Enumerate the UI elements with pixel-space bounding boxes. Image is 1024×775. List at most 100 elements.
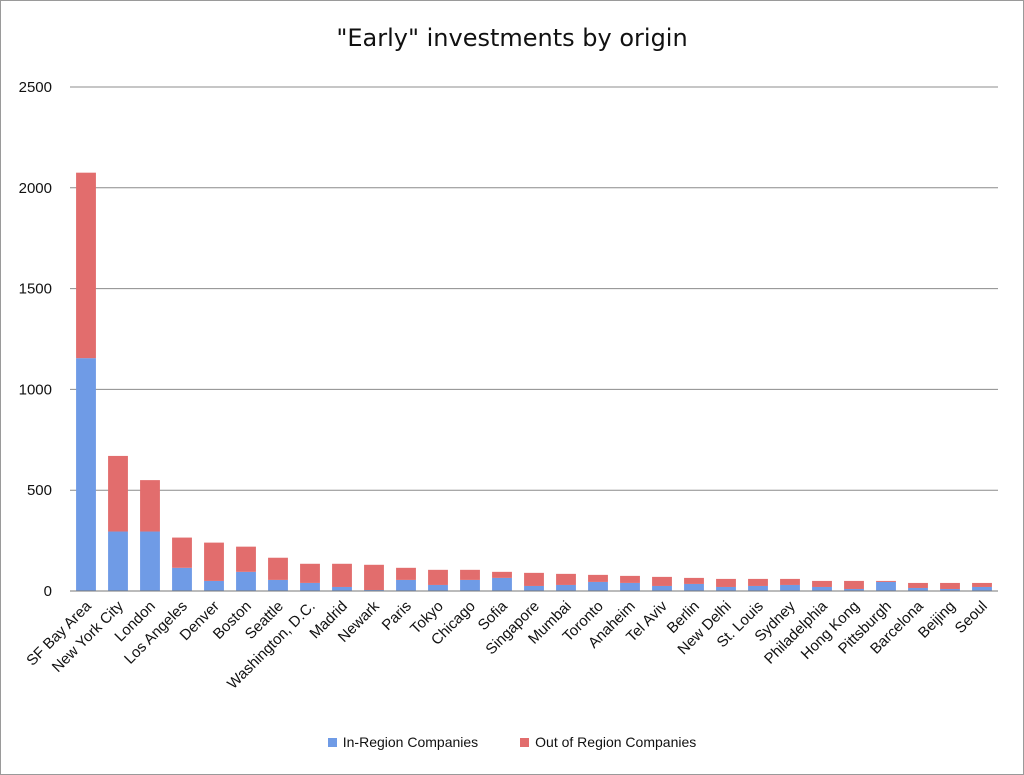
bar-out-of-region [908,582,928,588]
bar-out-of-region [140,480,160,532]
bars [76,172,992,591]
bar-stack [620,575,640,591]
bar-out-of-region [780,578,800,585]
bar-out-of-region [396,567,416,580]
bar-stack [140,480,160,591]
bar-stack [556,573,576,591]
bar-in-region [204,580,224,591]
legend-entry-out-of-region: Out of Region Companies [520,734,696,750]
bar-stack [652,576,672,591]
bar-stack [684,577,704,591]
bar-out-of-region [588,574,608,582]
bar-out-of-region [716,578,736,587]
y-tick-label: 0 [44,583,52,600]
bar-out-of-region [332,563,352,587]
chart-title: "Early" investments by origin [336,24,688,52]
bar-in-region [172,567,192,591]
bar-out-of-region [620,575,640,583]
bar-out-of-region [172,537,192,568]
bar-out-of-region [428,569,448,585]
bar-in-region [140,531,160,591]
bar-in-region [972,586,992,591]
y-tick-label: 2500 [19,79,52,96]
bar-stack [332,563,352,591]
bar-out-of-region [940,582,960,589]
bar-out-of-region [268,557,288,580]
bar-in-region [428,584,448,591]
bar-in-region [108,531,128,591]
bar-stack [812,580,832,591]
bar-stack [204,542,224,591]
bar-stack [908,582,928,591]
bar-stack [940,582,960,591]
x-tick-label: Seoul [952,598,991,637]
bar-out-of-region [460,569,480,580]
y-tick-label: 1000 [19,381,52,398]
bar-stack [716,578,736,591]
bar-stack [844,580,864,591]
bar-out-of-region [364,564,384,590]
legend-swatch-in-region [327,737,337,747]
bar-in-region [588,581,608,591]
bar-stack [428,569,448,591]
bar-out-of-region [492,571,512,578]
bar-out-of-region [300,563,320,583]
bar-in-region [364,589,384,591]
bar-in-region [780,584,800,591]
bar-stack [748,578,768,591]
bar-out-of-region [108,455,128,532]
legend-entry-in-region: In-Region Companies [327,734,478,750]
bar-out-of-region [76,172,96,359]
bar-stack [76,172,96,591]
bar-stack [524,572,544,591]
bar-in-region [524,585,544,591]
bar-in-region [940,588,960,591]
y-axis-ticks: 0 500 1000 1500 2000 2500 [19,79,52,600]
legend-label-out-of-region: Out of Region Companies [535,734,697,750]
bar-stack [396,567,416,591]
bar-stack [172,537,192,591]
bar-out-of-region [876,580,896,582]
bar-in-region [396,579,416,591]
legend-swatch-out-of-region [520,737,530,747]
bar-in-region [76,358,96,591]
bar-in-region [748,585,768,591]
bar-out-of-region [844,580,864,589]
bar-out-of-region [236,546,256,572]
bar-in-region [268,579,288,591]
bar-in-region [876,581,896,591]
y-tick-label: 500 [27,482,52,499]
bar-in-region [332,586,352,591]
y-tick-label: 2000 [19,180,52,197]
bar-out-of-region [524,572,544,586]
bar-out-of-region [812,580,832,587]
x-tick-label: Beijing [915,598,959,642]
bar-out-of-region [972,582,992,587]
bar-stack [300,563,320,591]
bar-out-of-region [684,577,704,584]
bar-in-region [492,577,512,591]
bar-in-region [908,587,928,591]
bar-stack [780,578,800,591]
bar-in-region [460,579,480,591]
bar-stack [588,574,608,591]
bar-stack [460,569,480,591]
bar-in-region [684,583,704,591]
bar-in-region [652,585,672,591]
bar-stack [492,571,512,591]
y-tick-label: 1500 [19,281,52,298]
bar-in-region [620,582,640,591]
bar-stack [268,557,288,591]
bar-out-of-region [748,578,768,586]
bar-in-region [300,582,320,591]
bar-stack [236,546,256,591]
bar-stack [876,580,896,591]
bar-in-region [236,571,256,591]
bar-stack [972,582,992,591]
bar-out-of-region [204,542,224,581]
bar-stack [108,455,128,591]
gridlines [70,86,998,491]
